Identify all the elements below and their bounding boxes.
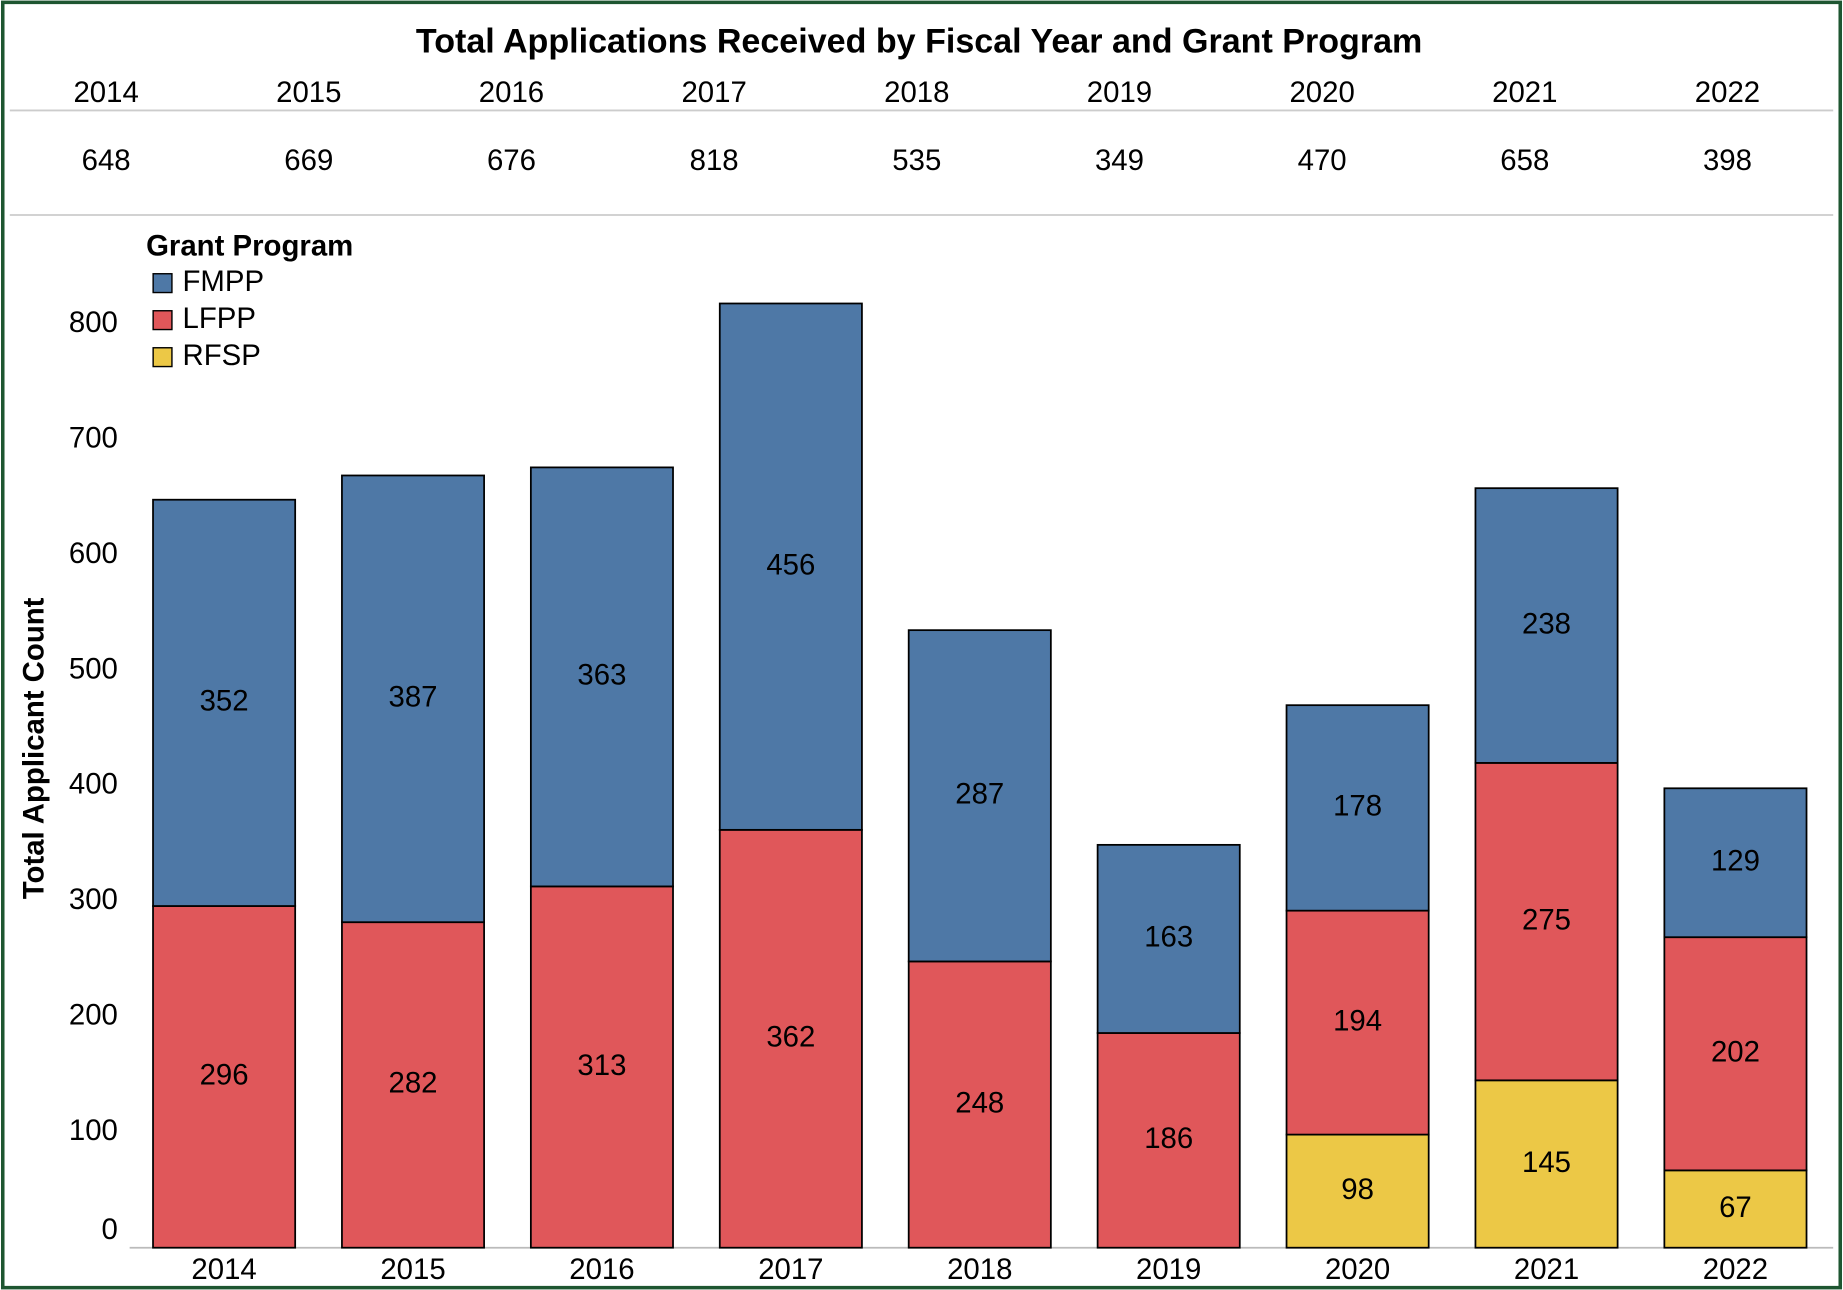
table-total: 818 [690, 144, 739, 177]
value-label: 178 [1333, 790, 1382, 823]
bar-segment [529, 885, 674, 1249]
legend-swatch [152, 273, 173, 294]
x-tick-label: 2019 [1136, 1253, 1201, 1286]
value-label: 98 [1341, 1173, 1374, 1206]
table-total: 648 [82, 144, 131, 177]
legend-label: FMPP [183, 265, 265, 298]
value-label: 387 [389, 681, 438, 714]
table-total: 535 [892, 144, 941, 177]
table-year: 2018 [884, 76, 949, 109]
bar-segment [718, 302, 863, 831]
x-tick-label: 2018 [947, 1253, 1012, 1286]
value-label: 194 [1333, 1004, 1382, 1037]
table-year: 2014 [73, 76, 138, 109]
table-total: 669 [284, 144, 333, 177]
bar-segment [152, 498, 297, 907]
bar-segment [1474, 1079, 1619, 1249]
y-tick-label: 500 [69, 652, 118, 685]
bar-segment [1663, 936, 1808, 1172]
bar-segment [907, 629, 1052, 963]
value-label: 186 [1144, 1122, 1193, 1155]
bar-segment [718, 828, 863, 1249]
bar-segment [1663, 787, 1808, 939]
bar-segment [1285, 909, 1430, 1136]
legend-title: Grant Program [146, 230, 353, 263]
value-label: 275 [1522, 903, 1571, 936]
value-label: 456 [766, 548, 815, 581]
bar-segment [341, 921, 485, 1249]
value-label: 296 [200, 1059, 249, 1092]
bar-segment [152, 905, 297, 1249]
y-axis-label: Total Applicant Count [17, 597, 50, 899]
legend-swatch [152, 347, 173, 368]
y-tick-label: 700 [69, 421, 118, 454]
table-year: 2016 [479, 76, 544, 109]
value-label: 282 [389, 1067, 438, 1100]
bar-segment [907, 960, 1052, 1249]
y-tick-label: 800 [69, 306, 118, 339]
legend-label: RFSP [183, 339, 261, 372]
y-tick-label: 100 [69, 1114, 118, 1147]
y-tick-label: 300 [69, 883, 118, 916]
chart-title: Total Applications Received by Fiscal Ye… [416, 22, 1422, 60]
x-tick-label: 2022 [1703, 1253, 1768, 1286]
value-label: 163 [1144, 921, 1193, 954]
y-tick-label: 200 [69, 999, 118, 1032]
table-total: 349 [1095, 144, 1144, 177]
bar-segment [341, 474, 485, 924]
value-label: 362 [766, 1021, 815, 1054]
y-tick-label: 400 [69, 768, 118, 801]
y-tick-label: 0 [102, 1213, 118, 1246]
value-label: 202 [1711, 1036, 1760, 1069]
table-year: 2022 [1695, 76, 1760, 109]
x-tick-label: 2020 [1325, 1253, 1390, 1286]
value-label: 313 [577, 1049, 626, 1082]
bar-segment [1096, 1032, 1241, 1249]
value-label: 363 [577, 659, 626, 692]
bar-segment [1474, 762, 1619, 1082]
value-label: 145 [1522, 1146, 1571, 1179]
table-total: 658 [1500, 144, 1549, 177]
bar-segment [1474, 487, 1619, 764]
table-year: 2021 [1492, 76, 1557, 109]
bar-segment [1663, 1169, 1808, 1249]
legend-swatch [152, 310, 173, 331]
value-label: 287 [955, 778, 1004, 811]
table-total: 470 [1298, 144, 1347, 177]
legend-label: LFPP [183, 302, 256, 335]
value-label: 352 [200, 685, 249, 718]
x-tick-label: 2016 [569, 1253, 634, 1286]
value-label: 238 [1522, 607, 1571, 640]
x-tick-label: 2015 [380, 1253, 445, 1286]
x-tick-label: 2017 [758, 1253, 823, 1286]
table-year: 2017 [681, 76, 746, 109]
value-label: 67 [1719, 1191, 1752, 1224]
value-label: 248 [955, 1086, 1004, 1119]
y-tick-label: 600 [69, 537, 118, 570]
x-tick-label: 2021 [1514, 1253, 1579, 1286]
table-year: 2015 [276, 76, 341, 109]
table-year: 2020 [1289, 76, 1354, 109]
bar-segment [529, 466, 674, 888]
bar-segment [1096, 843, 1241, 1034]
table-year: 2019 [1087, 76, 1152, 109]
bar-segment [1285, 704, 1430, 912]
x-tick-label: 2014 [191, 1253, 256, 1286]
table-total: 676 [487, 144, 536, 177]
value-label: 129 [1711, 845, 1760, 878]
table-total: 398 [1703, 144, 1752, 177]
